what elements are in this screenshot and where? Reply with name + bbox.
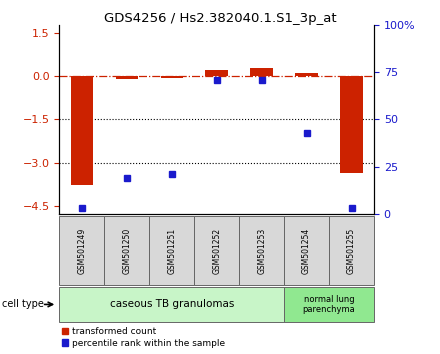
Text: GSM501250: GSM501250 xyxy=(122,227,131,274)
Bar xyxy=(116,76,138,79)
Text: caseous TB granulomas: caseous TB granulomas xyxy=(110,299,234,309)
Text: GSM501252: GSM501252 xyxy=(212,227,221,274)
Legend: transformed count, percentile rank within the sample: transformed count, percentile rank withi… xyxy=(62,327,225,348)
Text: GSM501253: GSM501253 xyxy=(257,227,266,274)
Bar xyxy=(161,76,183,78)
Text: GSM501254: GSM501254 xyxy=(302,227,311,274)
Bar xyxy=(250,68,273,76)
Bar xyxy=(205,70,228,76)
Bar xyxy=(295,73,318,76)
Bar xyxy=(340,76,363,172)
Text: cell type: cell type xyxy=(2,299,44,309)
Text: normal lung
parenchyma: normal lung parenchyma xyxy=(303,295,356,314)
Text: GSM501251: GSM501251 xyxy=(167,227,176,274)
Text: GSM501249: GSM501249 xyxy=(77,227,86,274)
Bar xyxy=(71,76,93,185)
Text: GSM501255: GSM501255 xyxy=(347,227,356,274)
Text: GDS4256 / Hs2.382040.1.S1_3p_at: GDS4256 / Hs2.382040.1.S1_3p_at xyxy=(104,12,336,25)
